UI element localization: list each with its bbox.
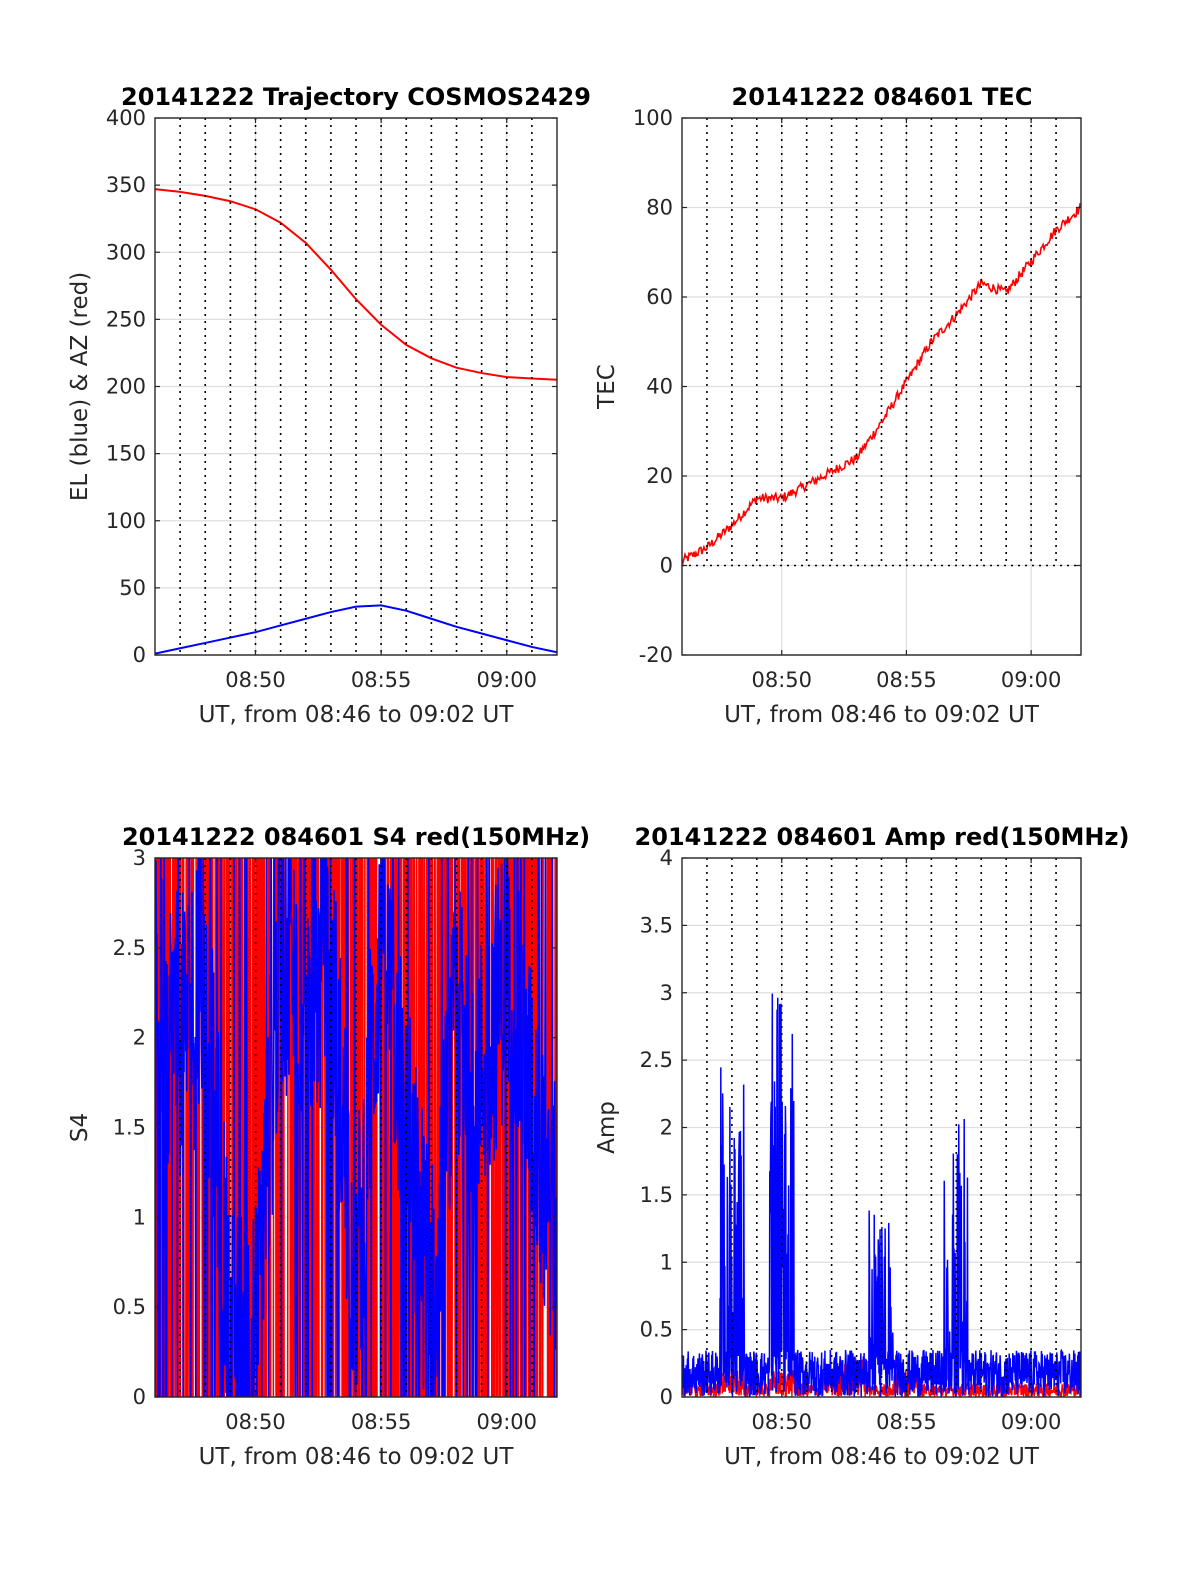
x-tick-label: 08:55 xyxy=(876,1410,937,1434)
y-tick-label: 4 xyxy=(660,846,673,870)
series-line-red xyxy=(155,188,557,381)
y-tick-label: 3 xyxy=(133,846,146,870)
y-tick-label: 0 xyxy=(660,1385,673,1409)
y-tick-label: 80 xyxy=(646,196,673,220)
y-tick-label: 2 xyxy=(660,1116,673,1140)
y-tick-label: 3.5 xyxy=(640,913,673,937)
data-layer xyxy=(682,202,1081,566)
chart-panel-3: 0 0.5 1 1.5 2 2.5 3 08:50 08:55 09:00 UT, from 08:… xyxy=(67,823,590,1470)
x-tick-label: 08:50 xyxy=(751,668,812,692)
chart-title: 20141222 084601 S4 red(150MHz) xyxy=(122,823,590,851)
x-tick-label: 08:50 xyxy=(225,668,286,692)
y-axis-label: EL (blue) & AZ (red) xyxy=(67,272,93,501)
chart-title: 20141222 084601 Amp red(150MHz) xyxy=(635,823,1130,851)
y-tick-label: 0.5 xyxy=(113,1295,146,1319)
y-tick-label: 0 xyxy=(660,554,673,578)
chart-panel-4: 0 0.5 1 1.5 2 2.5 3 3.5 4 08:50 08:55 09:00 UT, from… xyxy=(594,823,1129,1470)
y-tick-label: 350 xyxy=(106,173,146,197)
x-tick-label: 08:55 xyxy=(876,668,937,692)
y-tick-label: 250 xyxy=(106,307,146,331)
y-axis-label: S4 xyxy=(67,1113,93,1142)
data-layer xyxy=(155,188,557,655)
y-axis-label: TEC xyxy=(594,364,620,410)
y-tick-label: 2.5 xyxy=(640,1048,673,1072)
y-tick-label: 20 xyxy=(646,464,673,488)
x-tick-label: 08:55 xyxy=(351,668,412,692)
y-tick-label: 0 xyxy=(133,643,146,667)
chart-panel-2: -20 0 20 40 60 80 100 08:50 08:55 09:00 UT, from 0… xyxy=(594,83,1082,728)
y-tick-label: 300 xyxy=(106,240,146,264)
y-tick-label: -20 xyxy=(639,643,673,667)
x-axis-label: UT, from 08:46 to 09:02 UT xyxy=(199,702,515,728)
x-axis-label: UT, from 08:46 to 09:02 UT xyxy=(724,1444,1040,1470)
series-line-blue xyxy=(682,993,1081,1397)
y-tick-label: 50 xyxy=(119,576,146,600)
x-tick-label: 08:55 xyxy=(351,1410,412,1434)
x-tick-label: 08:50 xyxy=(225,1410,286,1434)
y-tick-label: 1 xyxy=(660,1250,673,1274)
y-tick-label: 2 xyxy=(133,1026,146,1050)
x-tick-label: 08:50 xyxy=(751,1410,812,1434)
x-tick-label: 09:00 xyxy=(476,668,537,692)
x-tick-label: 09:00 xyxy=(476,1410,537,1434)
y-tick-label: 1 xyxy=(133,1205,146,1229)
y-tick-label: 2.5 xyxy=(113,936,146,960)
y-tick-label: 0 xyxy=(133,1385,146,1409)
y-tick-label: 1.5 xyxy=(640,1183,673,1207)
y-tick-label: 0.5 xyxy=(640,1318,673,1342)
x-tick-label: 09:00 xyxy=(1001,668,1062,692)
y-tick-label: 60 xyxy=(646,285,673,309)
x-tick-label: 09:00 xyxy=(1001,1410,1062,1434)
chart-title: 20141222 Trajectory COSMOS2429 xyxy=(121,83,591,111)
y-tick-label: 100 xyxy=(633,106,673,130)
y-tick-label: 100 xyxy=(106,509,146,533)
x-axis-label: UT, from 08:46 to 09:02 UT xyxy=(724,702,1040,728)
series-line-red xyxy=(682,202,1081,566)
y-tick-label: 3 xyxy=(660,981,673,1005)
y-tick-label: 400 xyxy=(106,106,146,130)
chart-title: 20141222 084601 TEC xyxy=(732,83,1033,111)
x-axis-label: UT, from 08:46 to 09:02 UT xyxy=(199,1444,515,1470)
y-axis-label: Amp xyxy=(594,1101,620,1154)
y-tick-label: 150 xyxy=(106,442,146,466)
y-tick-label: 200 xyxy=(106,375,146,399)
chart-panel-1: 0 50 100 150 200 250 300 350 400 08:50 08:55 09:00 U… xyxy=(67,83,591,728)
y-tick-label: 40 xyxy=(646,375,673,399)
series-line-blue xyxy=(155,604,557,655)
y-tick-label: 1.5 xyxy=(113,1116,146,1140)
